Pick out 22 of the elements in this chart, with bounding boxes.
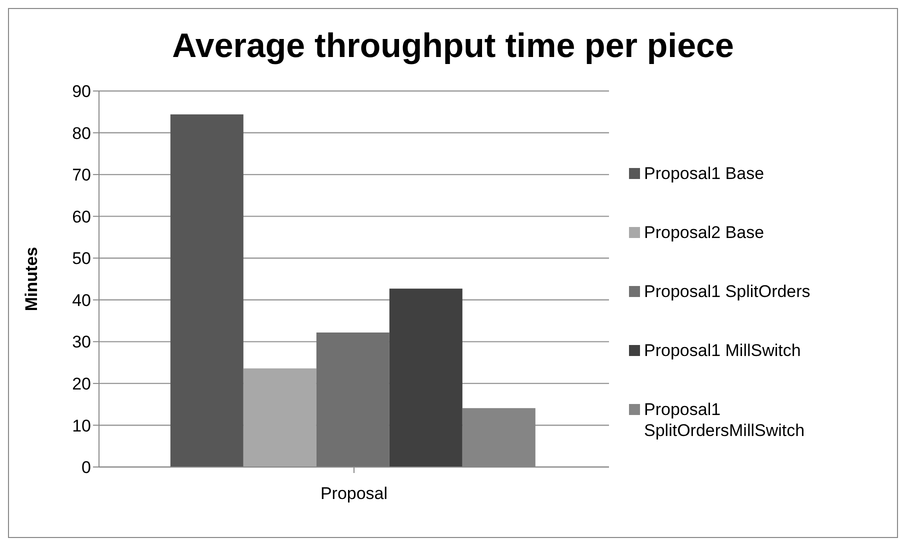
y-tick-label: 30	[72, 332, 91, 352]
chart-title: Average throughput time per piece	[171, 27, 735, 67]
bar	[243, 368, 316, 467]
legend-label: Proposal1 SplitOrdersMillSwitch	[644, 399, 806, 441]
legend-label: Proposal1 SplitOrders	[644, 281, 812, 302]
bar	[170, 114, 244, 467]
y-tick-label: 10	[72, 416, 91, 436]
bar	[389, 288, 462, 467]
y-tick-label: 60	[72, 207, 91, 226]
bar	[316, 332, 390, 467]
y-tick-label: 90	[72, 82, 91, 102]
y-tick-label: 0	[82, 458, 91, 478]
y-tick-label: 50	[72, 249, 91, 268]
y-tick-label: 70	[72, 166, 91, 185]
y-tick-label: 40	[72, 290, 91, 310]
legend-label: Proposal1 MillSwitch	[644, 340, 802, 361]
legend-label: Proposal2 Base	[644, 222, 766, 243]
x-tick-label: Proposal	[320, 484, 388, 504]
legend-label: Proposal1 Base	[644, 163, 766, 184]
y-axis-title: Minutes	[22, 246, 42, 312]
y-tick-label: 80	[72, 124, 91, 143]
y-tick-label: 20	[72, 374, 91, 394]
